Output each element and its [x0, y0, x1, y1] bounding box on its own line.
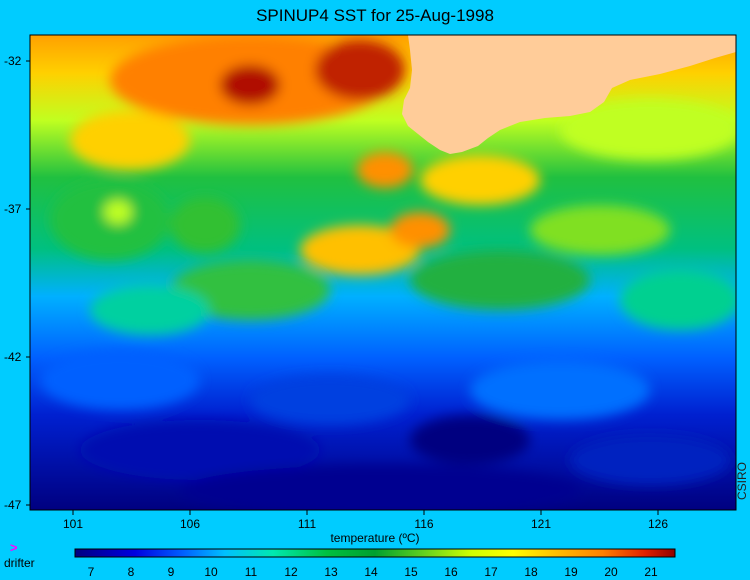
colorbar-tick-label: 16: [444, 565, 458, 579]
colorbar-ticks: 7 8 9 10 11 12 13 14 15 16 17 18 19 20 21: [88, 565, 658, 579]
map-frame: [29, 34, 737, 511]
longitude-axis: 101 106 111 116 121 126: [63, 510, 668, 531]
lat-tick-label: -42: [4, 350, 22, 364]
colorbar-tick-label: 20: [604, 565, 618, 579]
colorbar-tick-label: 11: [245, 565, 258, 579]
colorbar-tick-label: 10: [204, 565, 218, 579]
lon-tick-label: 101: [63, 517, 83, 531]
lon-tick-label: 111: [298, 517, 317, 531]
lon-tick-label: 116: [414, 517, 433, 531]
colorbar-tick-label: 21: [644, 565, 658, 579]
australia-landmass: [402, 35, 736, 154]
lon-tick-label: 106: [180, 517, 200, 531]
colorbar: [74, 548, 676, 558]
credit-label: CSIRO: [735, 461, 749, 500]
lat-tick-label: -32: [4, 54, 22, 68]
latitude-axis: -32 -37 -42 -47: [4, 54, 30, 512]
lon-tick-label: 121: [531, 517, 551, 531]
colorbar-tick-label: 9: [168, 565, 175, 579]
colorbar-tick-label: 7: [88, 565, 95, 579]
lon-tick-label: 126: [648, 517, 668, 531]
map-title: SPINUP4 SST for 25-Aug-1998: [256, 6, 494, 25]
sst-field: [30, 35, 736, 510]
lat-tick-label: -37: [4, 202, 22, 216]
colorbar-tick-label: 8: [128, 565, 135, 579]
colorbar-tick-label: 12: [284, 565, 298, 579]
drifter-icon: >: [10, 540, 18, 555]
colorbar-tick-label: 19: [564, 565, 578, 579]
sst-eddies: [40, 35, 736, 510]
colorbar-tick-label: 18: [524, 565, 538, 579]
lat-tick-label: -47: [4, 498, 22, 512]
colorbar-tick-label: 17: [484, 565, 498, 579]
drifter-legend-label: drifter: [4, 556, 35, 570]
colorbar-title: temperature (ºC): [330, 531, 420, 545]
colorbar-tick-label: 13: [324, 565, 338, 579]
colorbar-tick-label: 14: [364, 565, 378, 579]
colorbar-tick-label: 15: [404, 565, 418, 579]
